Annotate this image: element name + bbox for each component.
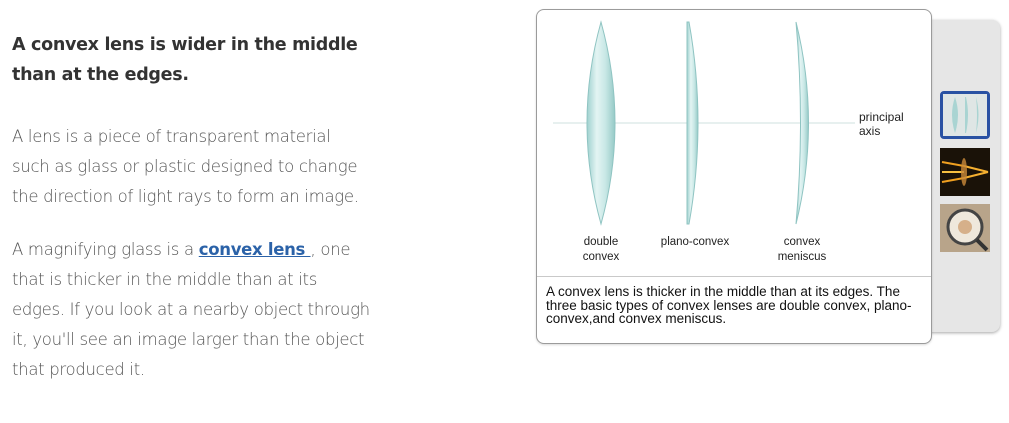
double-convex-label: double convex [582,236,620,263]
plano-convex-lens-shape [686,21,699,225]
figure-caption: A convex lens is thicker in the middle t… [537,276,931,326]
principal-axis-label: principal axis [859,110,904,138]
article-heading: A convex lens is wider in the middle tha… [12,35,358,85]
article-text: A convex lens is wider in the middle tha… [12,30,372,408]
convex-meniscus-lens-shape [795,21,809,225]
paragraph-text-end: , one that is thicker in the middle than… [12,240,370,379]
double-convex-lens-shape [586,20,616,226]
paragraph-lens-definition: A lens is a piece of transparent materia… [12,127,359,206]
paragraph-magnifying-glass: A magnifying glass is a convex lens , on… [12,235,372,385]
magnifying-glass-thumbnail-image [940,204,990,252]
thumbnail-magnifying-glass[interactable] [940,204,990,252]
plano-convex-label: plano-convex [660,236,730,248]
thumbnail-light-rays[interactable] [940,148,990,196]
lens-types-thumbnail-image [943,94,987,136]
figure-panel: principal axis double convex plano-conve… [536,9,932,344]
convex-meniscus-label: convex meniscus [777,236,827,263]
thumbnail-lens-types[interactable] [940,91,990,139]
paragraph-text-start: A magnifying glass is a [12,240,199,259]
lens-diagram [553,20,855,226]
light-rays-thumbnail-image [940,148,990,196]
convex-lens-link[interactable]: convex lens [198,240,311,259]
